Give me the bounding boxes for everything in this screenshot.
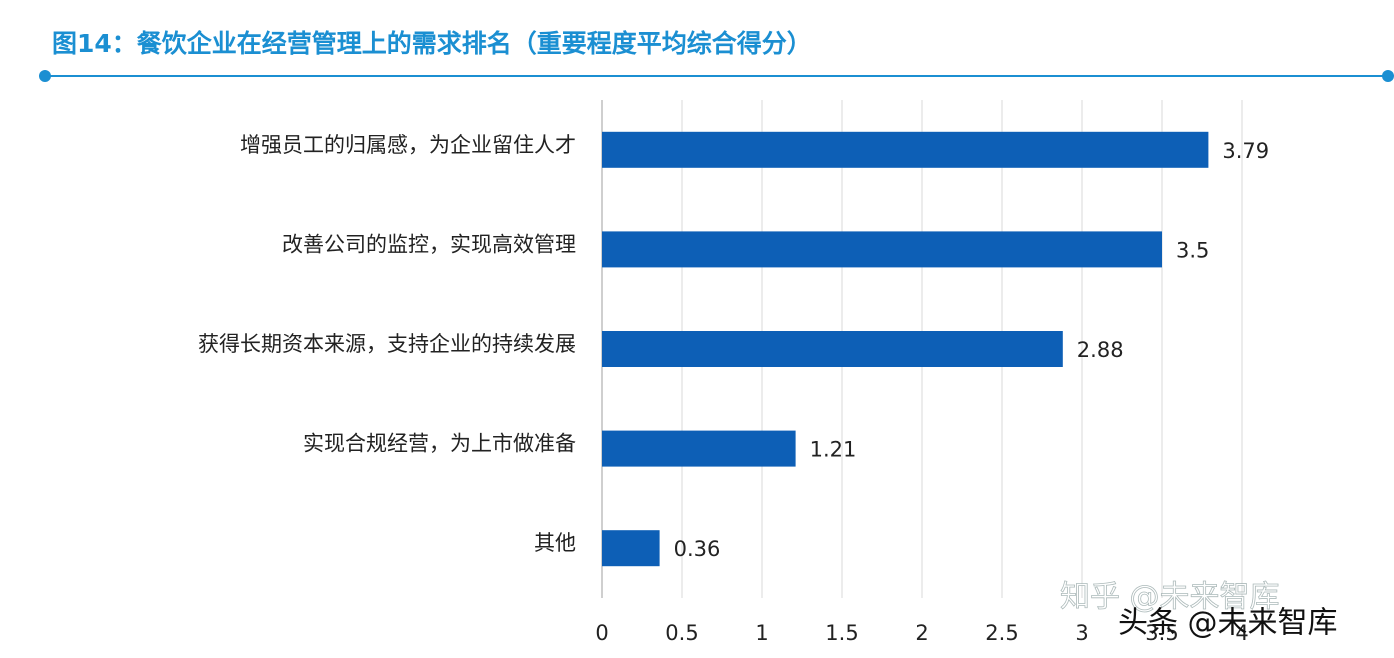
rule-dot bbox=[39, 70, 51, 82]
x-tick-label: 2.5 bbox=[985, 621, 1018, 645]
x-tick-label: 1 bbox=[755, 621, 768, 645]
x-tick-label: 2 bbox=[915, 621, 928, 645]
bar bbox=[602, 231, 1162, 268]
y-tick-label: 增强员工的归属感，为企业留住人才 bbox=[240, 133, 576, 157]
bar bbox=[602, 530, 660, 567]
rule-dot bbox=[1382, 70, 1394, 82]
value-label: 1.21 bbox=[810, 438, 857, 462]
x-tick-label: 1.5 bbox=[825, 621, 858, 645]
y-tick-label: 实现合规经营，为上市做准备 bbox=[303, 432, 576, 456]
x-tick-label: 0 bbox=[595, 621, 608, 645]
value-label: 3.5 bbox=[1176, 238, 1209, 262]
value-label: 3.79 bbox=[1222, 139, 1269, 163]
y-tick-label: 改善公司的监控，实现高效管理 bbox=[282, 232, 576, 256]
bar bbox=[602, 131, 1209, 168]
x-tick-label: 0.5 bbox=[665, 621, 698, 645]
watermark: 头条 @未来智库 bbox=[1118, 606, 1338, 641]
value-label: 0.36 bbox=[674, 537, 721, 561]
bar bbox=[602, 430, 796, 467]
x-tick-label: 3 bbox=[1075, 621, 1088, 645]
x-tick-label: 4 bbox=[1235, 621, 1248, 645]
y-tick-label: 其他 bbox=[534, 531, 576, 555]
chart-title: 图14：餐饮企业在经营管理上的需求排名（重要程度平均综合得分） bbox=[52, 29, 812, 58]
x-tick-label: 3.5 bbox=[1145, 621, 1178, 645]
y-tick-label: 获得长期资本来源，支持企业的持续发展 bbox=[198, 332, 576, 356]
value-label: 2.88 bbox=[1077, 338, 1124, 362]
bar bbox=[602, 331, 1063, 367]
watermark: 知乎 @未来智库 bbox=[1060, 580, 1280, 615]
